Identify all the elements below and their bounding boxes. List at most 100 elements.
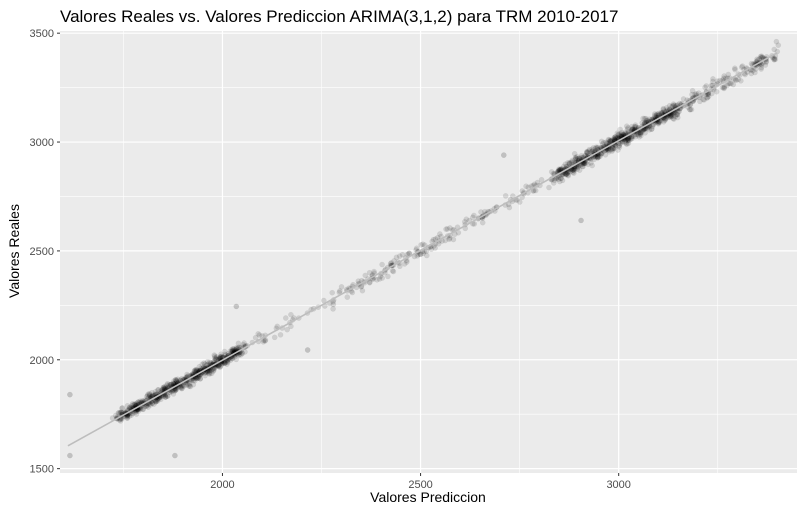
data-point [217, 354, 224, 360]
data-point [660, 105, 667, 112]
data-point [192, 367, 199, 373]
data-point [388, 260, 395, 266]
data-point [144, 393, 150, 400]
data-point [393, 254, 400, 261]
data-point [446, 235, 453, 241]
data-point [613, 135, 619, 141]
data-point [242, 349, 248, 355]
data-point [222, 360, 228, 367]
data-point [725, 71, 732, 78]
data-point [211, 353, 218, 360]
data-point [164, 380, 171, 387]
data-point [371, 268, 377, 275]
data-point [139, 398, 146, 404]
data-point [568, 159, 575, 166]
data-point [147, 402, 154, 408]
data-point [558, 175, 564, 182]
data-point [625, 136, 631, 142]
data-point [704, 95, 710, 101]
data-point [632, 123, 639, 130]
data-point [235, 344, 242, 351]
data-point [155, 387, 162, 393]
data-point [143, 403, 150, 410]
data-point [551, 177, 558, 184]
data-point [615, 131, 622, 137]
x-axis-title: Valores Prediccion [370, 489, 486, 505]
data-point [149, 400, 156, 406]
data-point [601, 139, 607, 146]
data-point [603, 139, 609, 146]
data-point [196, 363, 203, 370]
data-point [738, 64, 745, 70]
data-point [662, 116, 669, 123]
data-point [655, 120, 662, 127]
data-point [213, 356, 220, 363]
data-point [376, 276, 383, 282]
data-point [586, 148, 592, 154]
data-point [330, 306, 336, 312]
data-point [680, 96, 687, 102]
data-point [229, 355, 236, 362]
data-point [221, 359, 228, 366]
data-point [471, 212, 477, 219]
data-point [754, 56, 760, 62]
data-point [624, 141, 630, 147]
data-point [135, 408, 142, 414]
data-point [730, 81, 737, 88]
data-point [461, 219, 468, 225]
data-point [609, 146, 616, 153]
data-point [584, 148, 590, 155]
data-point [609, 148, 615, 154]
data-point [567, 160, 573, 167]
outlier-point [578, 217, 584, 224]
data-point [616, 133, 623, 139]
data-point [572, 154, 579, 161]
plot-panel [60, 31, 797, 473]
data-point [644, 117, 651, 124]
data-point [728, 80, 734, 87]
data-point [670, 113, 676, 119]
data-point [709, 90, 715, 97]
data-point [654, 112, 661, 119]
data-point [186, 381, 193, 387]
data-point [146, 394, 152, 401]
data-point [553, 175, 560, 182]
data-point [195, 374, 202, 381]
data-point [643, 115, 649, 122]
data-point [556, 178, 563, 185]
data-point [183, 382, 190, 388]
data-point [162, 394, 169, 400]
data-point [206, 359, 213, 365]
data-point [564, 170, 571, 176]
data-point [550, 180, 557, 186]
data-point [172, 388, 178, 394]
data-point [399, 251, 406, 258]
data-point [660, 118, 667, 125]
data-point [708, 82, 715, 89]
data-point [561, 163, 567, 170]
data-point [738, 78, 744, 84]
data-point [446, 236, 452, 243]
data-point [271, 334, 278, 341]
data-point [124, 414, 131, 421]
data-point [742, 71, 748, 78]
data-point [634, 131, 641, 137]
data-point [163, 394, 169, 400]
data-point [714, 78, 721, 84]
data-point [414, 252, 421, 259]
data-point [166, 383, 172, 389]
data-point [224, 359, 231, 366]
data-point [590, 144, 597, 151]
data-point [668, 113, 675, 119]
data-point [417, 251, 424, 258]
data-point [566, 161, 572, 167]
data-point [238, 352, 244, 358]
data-point [538, 176, 545, 183]
data-point [221, 348, 228, 355]
data-point [145, 404, 151, 410]
data-point [687, 101, 693, 108]
data-point [170, 391, 177, 397]
data-point [233, 345, 240, 352]
data-point [190, 377, 197, 384]
data-point [160, 386, 167, 392]
